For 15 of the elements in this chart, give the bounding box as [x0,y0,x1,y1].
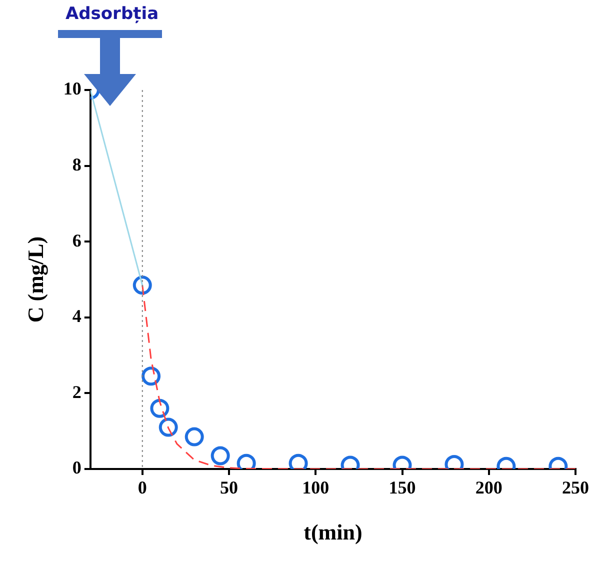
y-axis-title: C (mg/L) [22,236,48,323]
y-tick-label: 8 [72,154,82,174]
x-tick-label: 50 [220,477,238,498]
x-tick-label: 200 [475,477,502,498]
y-tick-label: 6 [72,230,82,250]
y-tick-label: 10 [63,78,82,99]
x-tick-label: 100 [302,477,330,498]
x-tick-label: 250 [562,477,589,498]
x-axis-title: t(min) [304,519,362,544]
x-tick-label: 0 [138,477,147,498]
x-tick-label: 150 [388,477,416,498]
y-tick-label: 2 [72,382,82,402]
y-tick-label: 0 [72,458,82,478]
y-tick-label: 4 [72,306,82,326]
text: Adsorbția [64,4,160,24]
